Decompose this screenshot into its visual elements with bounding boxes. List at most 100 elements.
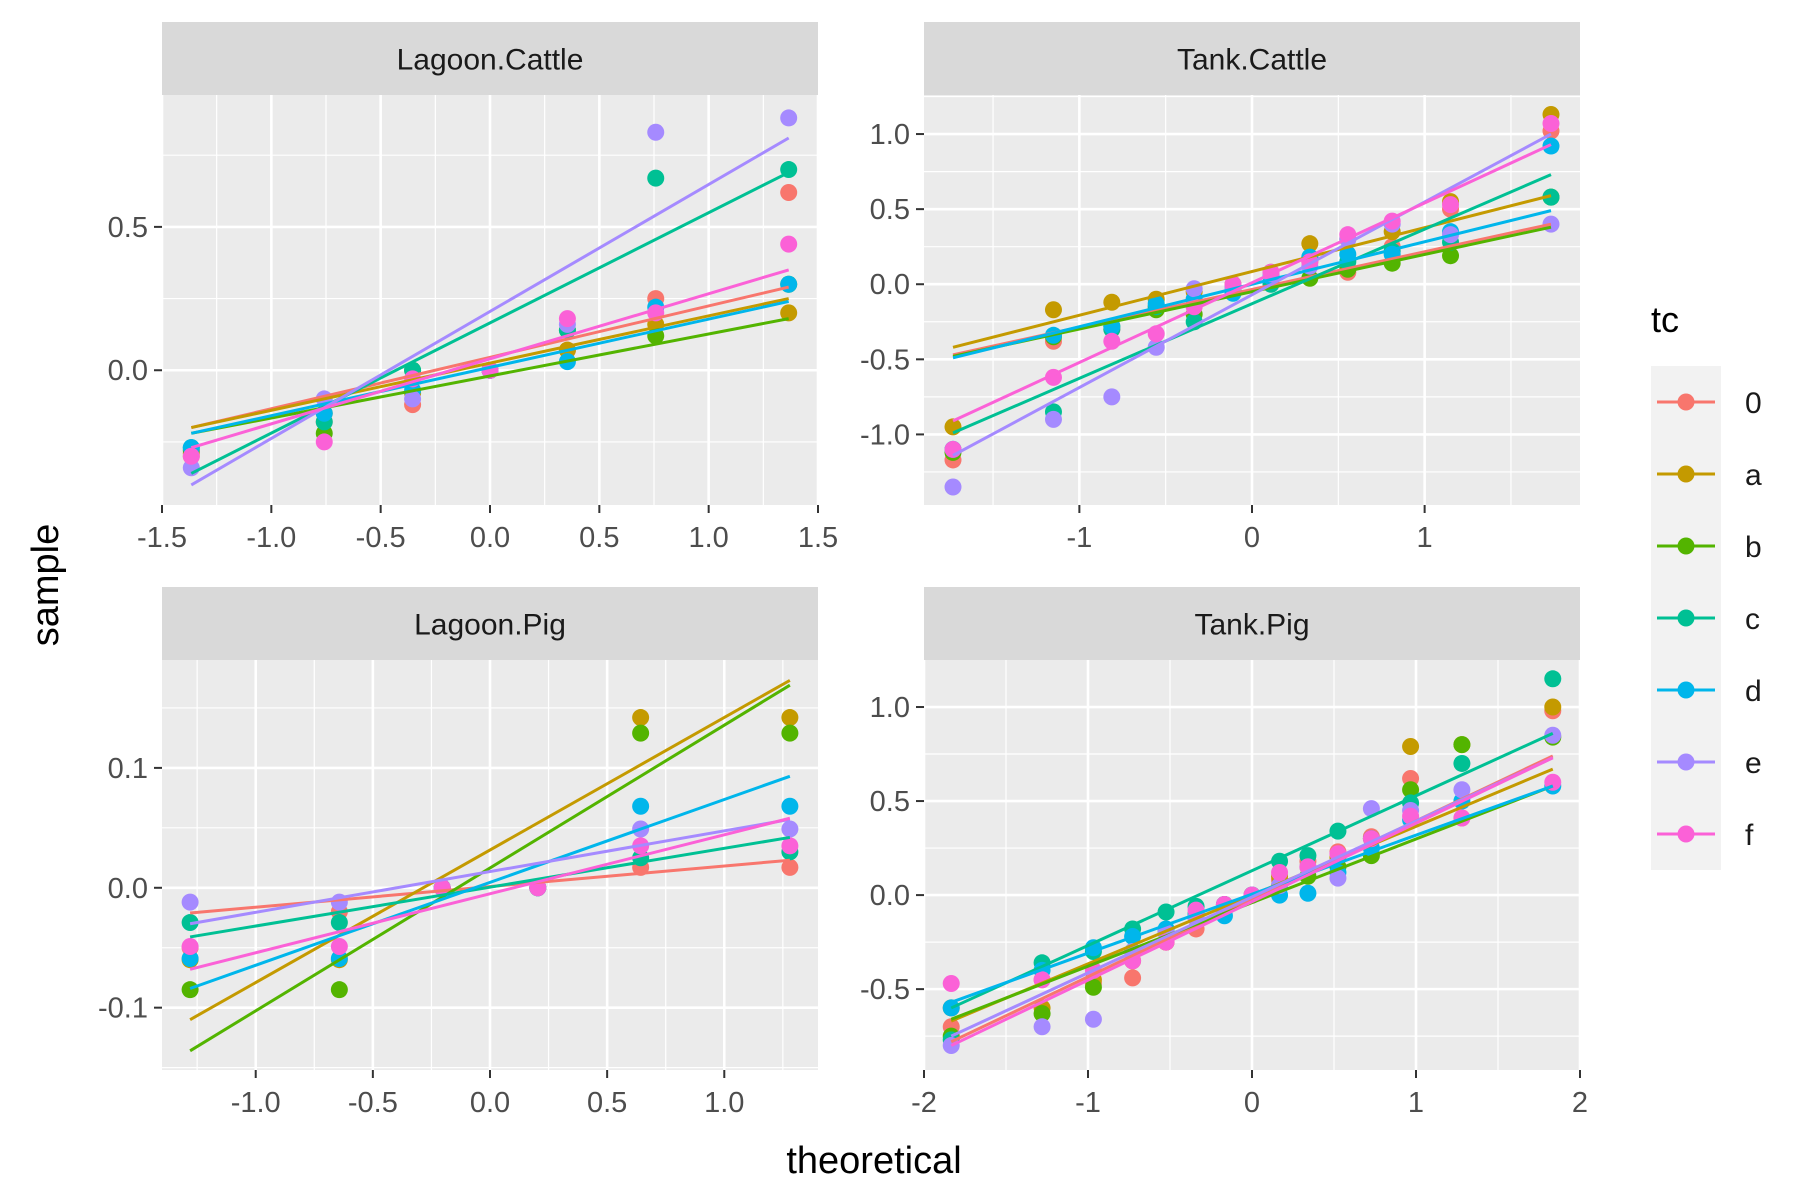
x-tick-label: 0.5 (587, 1087, 627, 1119)
qq-line-series-a (190, 297, 790, 430)
point-series-0 (780, 183, 798, 201)
legend-item-f: f (1657, 819, 1754, 852)
legend-item-c: c (1657, 603, 1760, 636)
x-axis-title: theoretical (786, 1140, 961, 1182)
point-series-f (182, 447, 200, 465)
x-tick-label: -1.0 (231, 1087, 281, 1119)
legend-items: 0 a b c d e f (1657, 387, 1762, 852)
legend-key-point (1677, 681, 1695, 699)
x-tick-label: 1 (1417, 522, 1433, 554)
legend-key-point (1677, 393, 1695, 411)
panel-lagoon-pig: Lagoon.Pig -1.0 -0.5 0.0 0.5 1.0 -0.1 0.0 0.1 (98, 587, 818, 1119)
point-series-a (1544, 698, 1562, 716)
legend-label: b (1745, 531, 1762, 564)
qq-lines (190, 136, 790, 487)
x-tick-label: 0.5 (579, 522, 619, 554)
legend-label: d (1745, 675, 1762, 708)
y-tick-label: 0.5 (870, 786, 910, 818)
point-series-d (632, 797, 650, 815)
point-series-b (1402, 781, 1420, 799)
point-series-d (780, 275, 798, 293)
y-tick-label: -0.5 (860, 344, 910, 376)
point-series-a (780, 304, 798, 322)
panel-lagoon-cattle: Lagoon.Cattle -1.5 -1.0 -0.5 0.0 0.5 1.0 1.5 0.0… (108, 22, 838, 554)
gridlines (160, 95, 820, 505)
legend-label: 0 (1745, 387, 1762, 420)
axes: -2 -1 0 1 2 -0.5 0.0 0.5 1.0 (860, 692, 1588, 1119)
qq-line-series-f (189, 816, 791, 971)
x-tick-label: -1 (1066, 522, 1092, 554)
y-tick-label: 1.0 (870, 692, 910, 724)
point-series-e (1103, 388, 1121, 406)
y-tick-label: 0.5 (108, 212, 148, 244)
qq-line-series-d (950, 784, 1554, 1004)
point-series-f (1542, 115, 1560, 133)
point-series-f (330, 938, 348, 956)
qq-line-series-d (189, 774, 791, 990)
legend-key-point (1677, 825, 1695, 843)
qq-line-series-f (952, 143, 1552, 423)
panel-tank-pig: Tank.Pig -2 -1 0 1 2 -0.5 0.0 0.5 1.0 (860, 587, 1588, 1119)
point-series-f (315, 433, 333, 451)
x-tick-label: 0.0 (470, 1087, 510, 1119)
qq-line-series-e (190, 136, 790, 487)
point-series-e (780, 109, 798, 127)
y-tick-label: 0.0 (870, 269, 910, 301)
facet-strip-label: Lagoon.Cattle (397, 44, 584, 77)
x-tick-label: 1.5 (798, 522, 838, 554)
y-tick-label: 1.0 (870, 119, 910, 151)
y-tick-label: -0.1 (98, 993, 148, 1025)
x-tick-label: -1.0 (246, 522, 296, 554)
qq-line-series-b (189, 683, 791, 1053)
x-tick-label: 2 (1572, 1087, 1588, 1119)
y-tick-label: -1.0 (860, 419, 910, 451)
point-series-e (1453, 781, 1471, 799)
point-series-b (181, 981, 199, 999)
point-series-d (181, 950, 199, 968)
facet-strip-label: Tank.Cattle (1177, 44, 1327, 77)
point-series-0 (1124, 969, 1142, 987)
x-tick-label: 0.0 (470, 522, 510, 554)
legend-item-e: e (1657, 747, 1762, 780)
legend-label: c (1745, 603, 1760, 636)
axes: -1.0 -0.5 0.0 0.5 1.0 -0.1 0.0 0.1 (98, 753, 744, 1119)
facet-strip (924, 587, 1580, 660)
x-tick-label: 1 (1408, 1087, 1424, 1119)
point-series-a (1044, 301, 1062, 319)
x-tick-label: 1.0 (689, 522, 729, 554)
point-series-f (781, 837, 799, 855)
y-axis-title: sample (25, 524, 67, 647)
qq-line-series-c (189, 835, 791, 939)
facet-strip-label: Lagoon.Pig (414, 609, 566, 642)
point-series-f (181, 938, 199, 956)
legend-item-0: 0 (1657, 387, 1762, 420)
facet-panels: Lagoon.Cattle -1.5 -1.0 -0.5 0.0 0.5 1.0 1.5 0.0… (98, 22, 1588, 1119)
qq-line-series-e (189, 817, 791, 926)
qq-line-series-a (952, 194, 1552, 349)
point-series-b (1084, 978, 1102, 996)
legend-key-point (1677, 537, 1695, 555)
x-tick-label: 1.0 (704, 1087, 744, 1119)
qq-lines (952, 132, 1552, 457)
legend: tc 0 a b c d e f (1651, 299, 1762, 870)
qq-line-series-e (952, 132, 1552, 457)
x-tick-label: 0 (1244, 1087, 1260, 1119)
point-series-e (1329, 869, 1347, 887)
point-series-a (781, 709, 799, 727)
legend-label: a (1745, 459, 1762, 492)
point-series-a (1301, 235, 1319, 253)
qq-line-series-c (950, 731, 1554, 1010)
y-tick-label: 0.1 (108, 753, 148, 785)
qq-lines (950, 731, 1554, 1047)
facet-strip-label: Tank.Pig (1194, 609, 1309, 642)
legend-key-point (1677, 609, 1695, 627)
y-tick-label: 0.0 (108, 873, 148, 905)
point-series-b (330, 981, 348, 999)
point-series-e (781, 820, 799, 838)
facet-strip (924, 22, 1580, 95)
point-series-b (1442, 247, 1460, 265)
panel-tank-cattle: Tank.Cattle -1 0 1 -1.0 -0.5 0.0 0.5 1.0 (860, 22, 1580, 554)
point-series-e (1033, 1018, 1051, 1036)
point-series-f (942, 974, 960, 992)
